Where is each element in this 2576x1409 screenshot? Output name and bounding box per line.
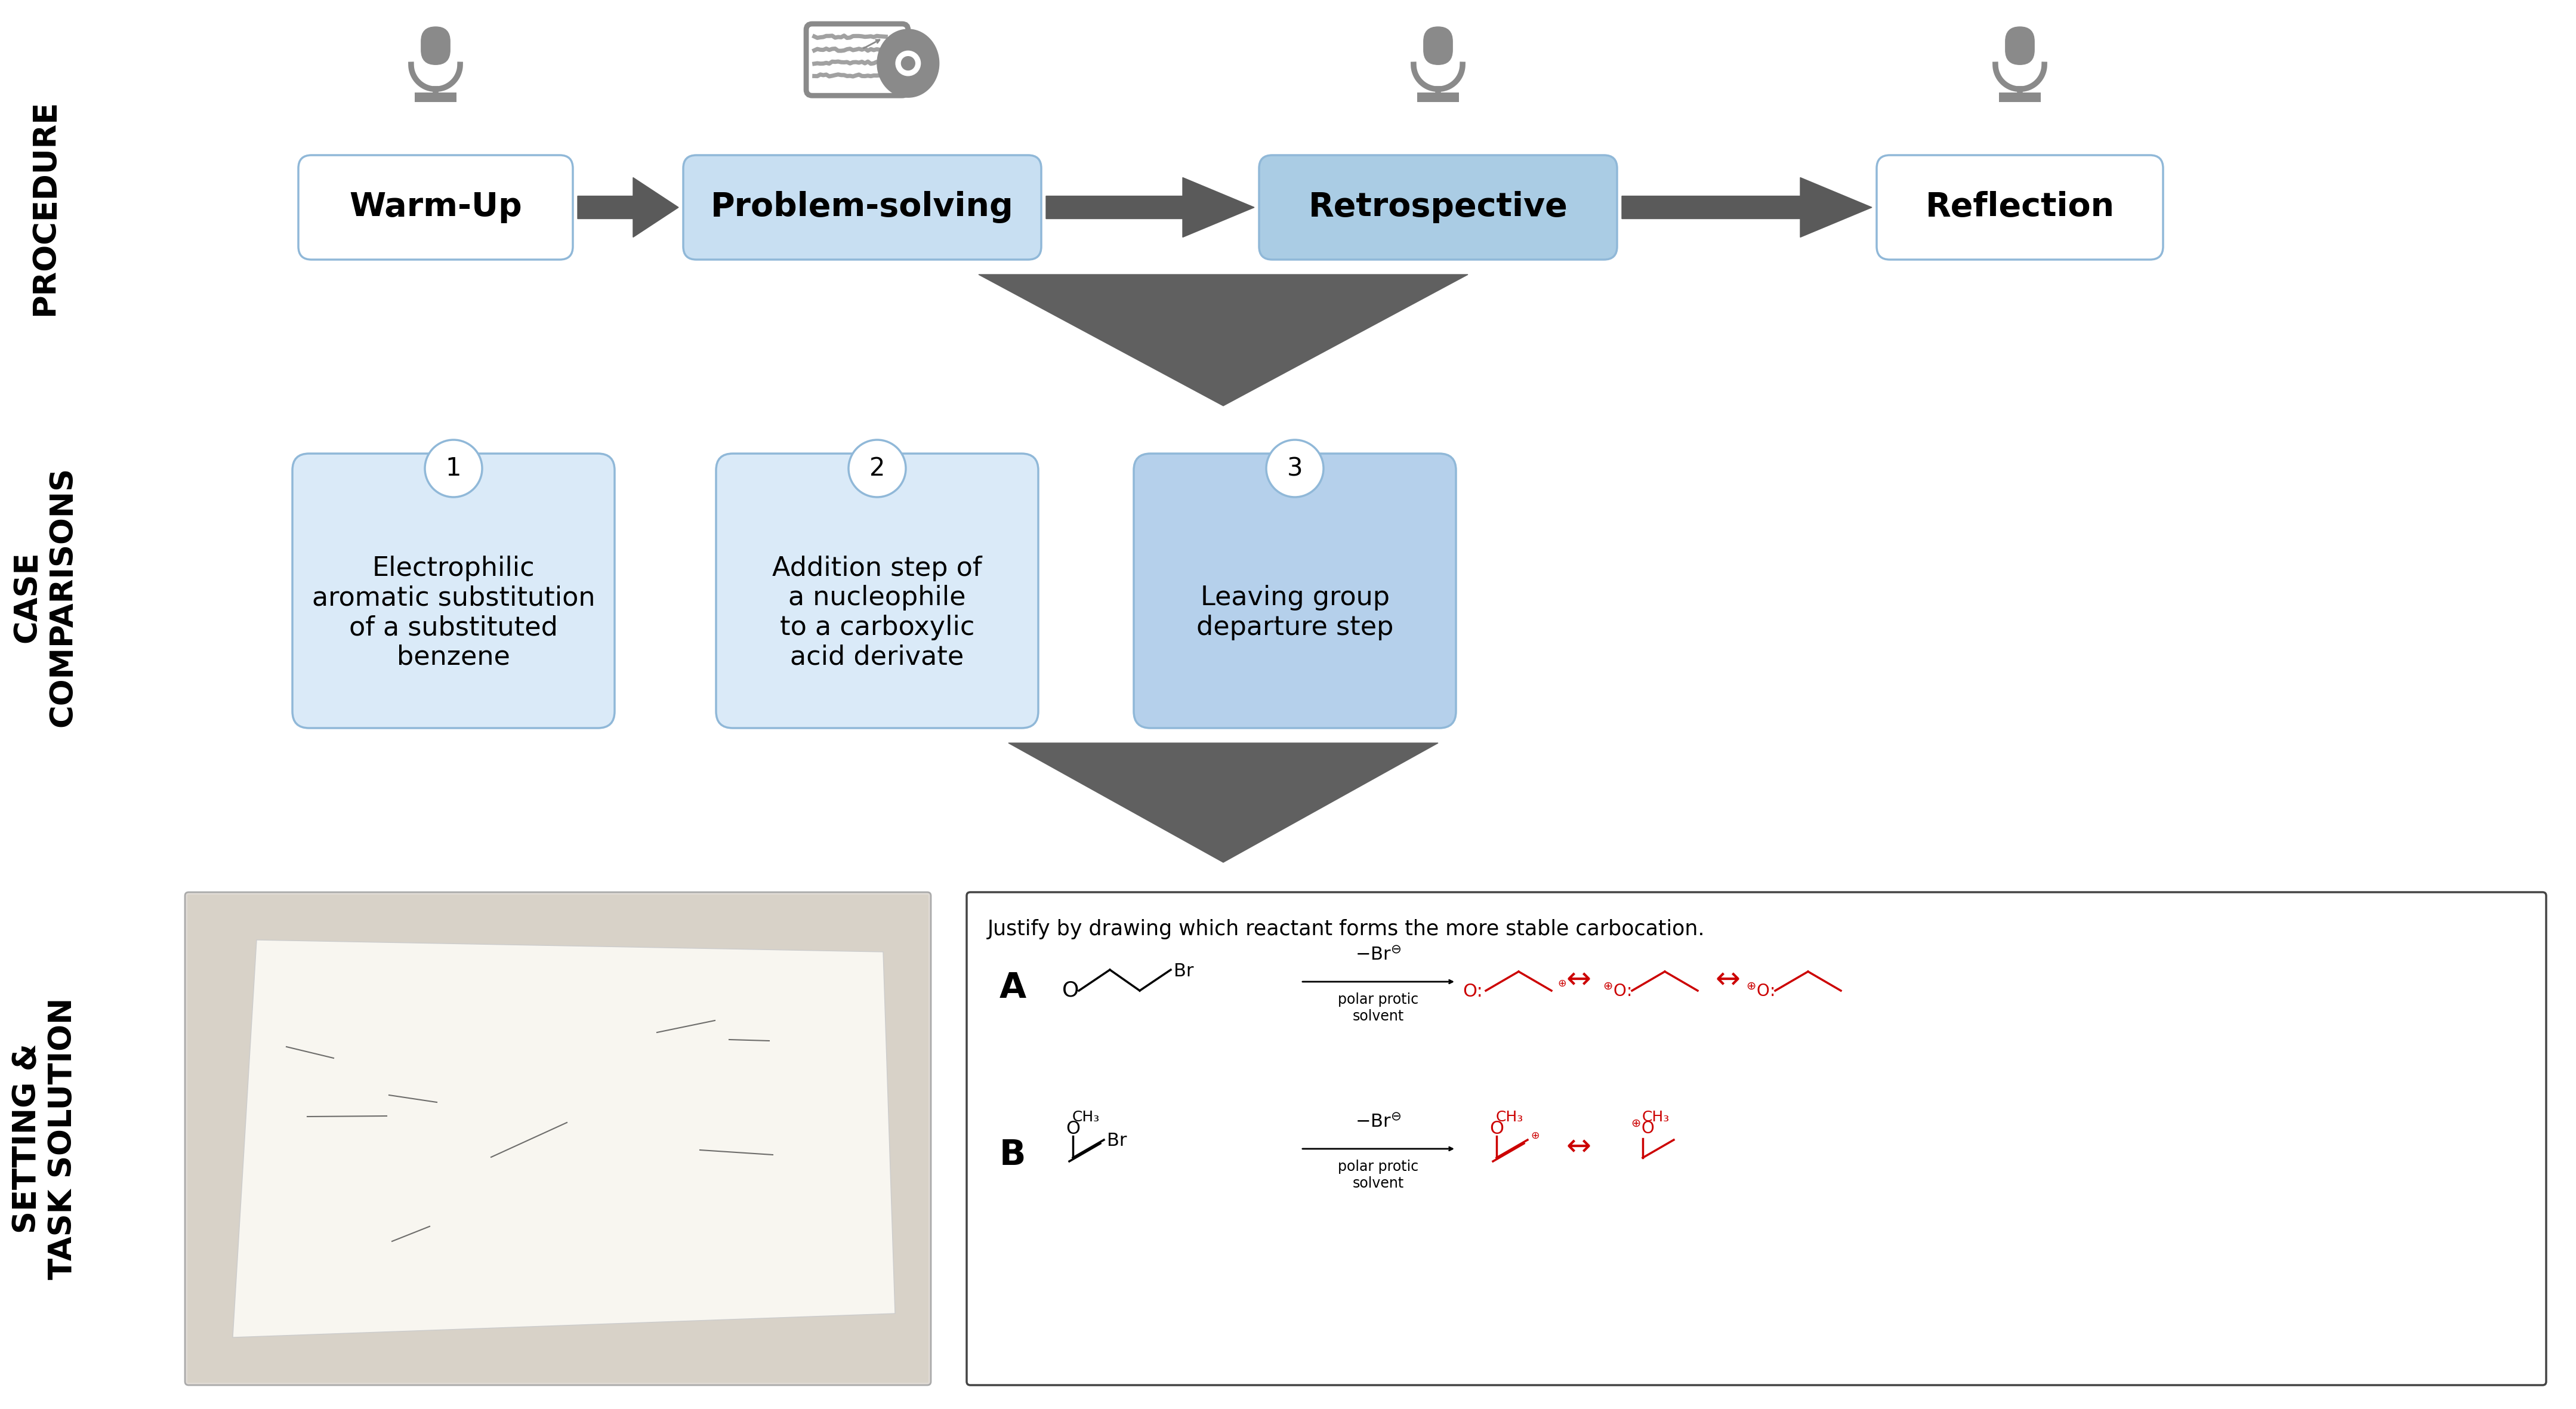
Text: PROCEDURE: PROCEDURE [28, 99, 59, 316]
FancyBboxPatch shape [422, 27, 451, 65]
Polygon shape [577, 178, 677, 237]
Text: Addition step of
a nucleophile
to a carboxylic
acid derivate: Addition step of a nucleophile to a carb… [773, 555, 981, 671]
Text: 1: 1 [446, 457, 461, 480]
FancyBboxPatch shape [966, 892, 2545, 1385]
FancyBboxPatch shape [806, 24, 909, 96]
Polygon shape [1007, 743, 1437, 862]
Text: ↔: ↔ [1716, 965, 1739, 995]
FancyBboxPatch shape [1425, 27, 1453, 65]
Text: 2: 2 [868, 457, 886, 480]
Polygon shape [979, 275, 1468, 406]
Text: B: B [999, 1137, 1025, 1172]
Circle shape [425, 440, 482, 497]
Text: O: O [1489, 1120, 1504, 1137]
Text: Br: Br [1175, 962, 1193, 979]
Text: CH₃: CH₃ [1497, 1110, 1522, 1124]
Text: Retrospective: Retrospective [1309, 192, 1569, 224]
FancyBboxPatch shape [1878, 155, 2164, 259]
Text: Reflection: Reflection [1924, 192, 2115, 224]
FancyBboxPatch shape [299, 155, 572, 259]
Text: Electrophilic
aromatic substitution
of a substituted
benzene: Electrophilic aromatic substitution of a… [312, 555, 595, 671]
Text: polar protic
solvent: polar protic solvent [1337, 992, 1419, 1023]
Polygon shape [1623, 178, 1873, 237]
Text: SETTING &
TASK SOLUTION: SETTING & TASK SOLUTION [10, 998, 77, 1279]
Text: CH₃: CH₃ [1072, 1110, 1100, 1124]
FancyBboxPatch shape [1133, 454, 1455, 728]
Polygon shape [1046, 178, 1255, 237]
Circle shape [902, 56, 914, 70]
FancyBboxPatch shape [1260, 155, 1618, 259]
Text: CH₃: CH₃ [1641, 1110, 1669, 1124]
Text: $^{\oplus}$O:: $^{\oplus}$O: [1747, 983, 1775, 1000]
FancyBboxPatch shape [2007, 27, 2035, 65]
Polygon shape [232, 940, 894, 1337]
Text: $-\mathrm{Br}^{\ominus}$: $-\mathrm{Br}^{\ominus}$ [1355, 1113, 1401, 1131]
Text: ↔: ↔ [1566, 965, 1592, 995]
FancyBboxPatch shape [185, 892, 930, 1385]
Text: O:: O: [1463, 983, 1484, 1000]
Text: O: O [1061, 981, 1079, 1000]
Text: Justify by drawing which reactant forms the more stable carbocation.: Justify by drawing which reactant forms … [987, 919, 1705, 940]
Polygon shape [878, 30, 940, 97]
Text: Leaving group
departure step: Leaving group departure step [1195, 585, 1394, 641]
FancyBboxPatch shape [294, 454, 616, 728]
Text: $^{\oplus}$O:: $^{\oplus}$O: [1602, 983, 1631, 1000]
Text: Problem-solving: Problem-solving [711, 192, 1015, 224]
Text: Br: Br [1108, 1133, 1126, 1150]
Text: CASE
COMPARISONS: CASE COMPARISONS [10, 466, 77, 727]
Text: $^{\oplus}$O: $^{\oplus}$O [1631, 1120, 1654, 1137]
Text: ↔: ↔ [1566, 1133, 1592, 1161]
Text: polar protic
solvent: polar protic solvent [1337, 1160, 1419, 1191]
Circle shape [896, 51, 920, 76]
Text: $-\mathrm{Br}^{\ominus}$: $-\mathrm{Br}^{\ominus}$ [1355, 945, 1401, 964]
Text: O: O [1066, 1120, 1079, 1137]
FancyBboxPatch shape [716, 454, 1038, 728]
Bar [188, 895, 927, 1382]
Circle shape [1267, 440, 1324, 497]
Text: 3: 3 [1288, 457, 1303, 480]
FancyBboxPatch shape [683, 155, 1041, 259]
Text: $^{\oplus}$: $^{\oplus}$ [1530, 1133, 1540, 1147]
Text: $^{\oplus}$: $^{\oplus}$ [1558, 981, 1566, 995]
Text: Warm-Up: Warm-Up [350, 192, 523, 224]
Circle shape [848, 440, 907, 497]
Text: A: A [999, 971, 1025, 1005]
